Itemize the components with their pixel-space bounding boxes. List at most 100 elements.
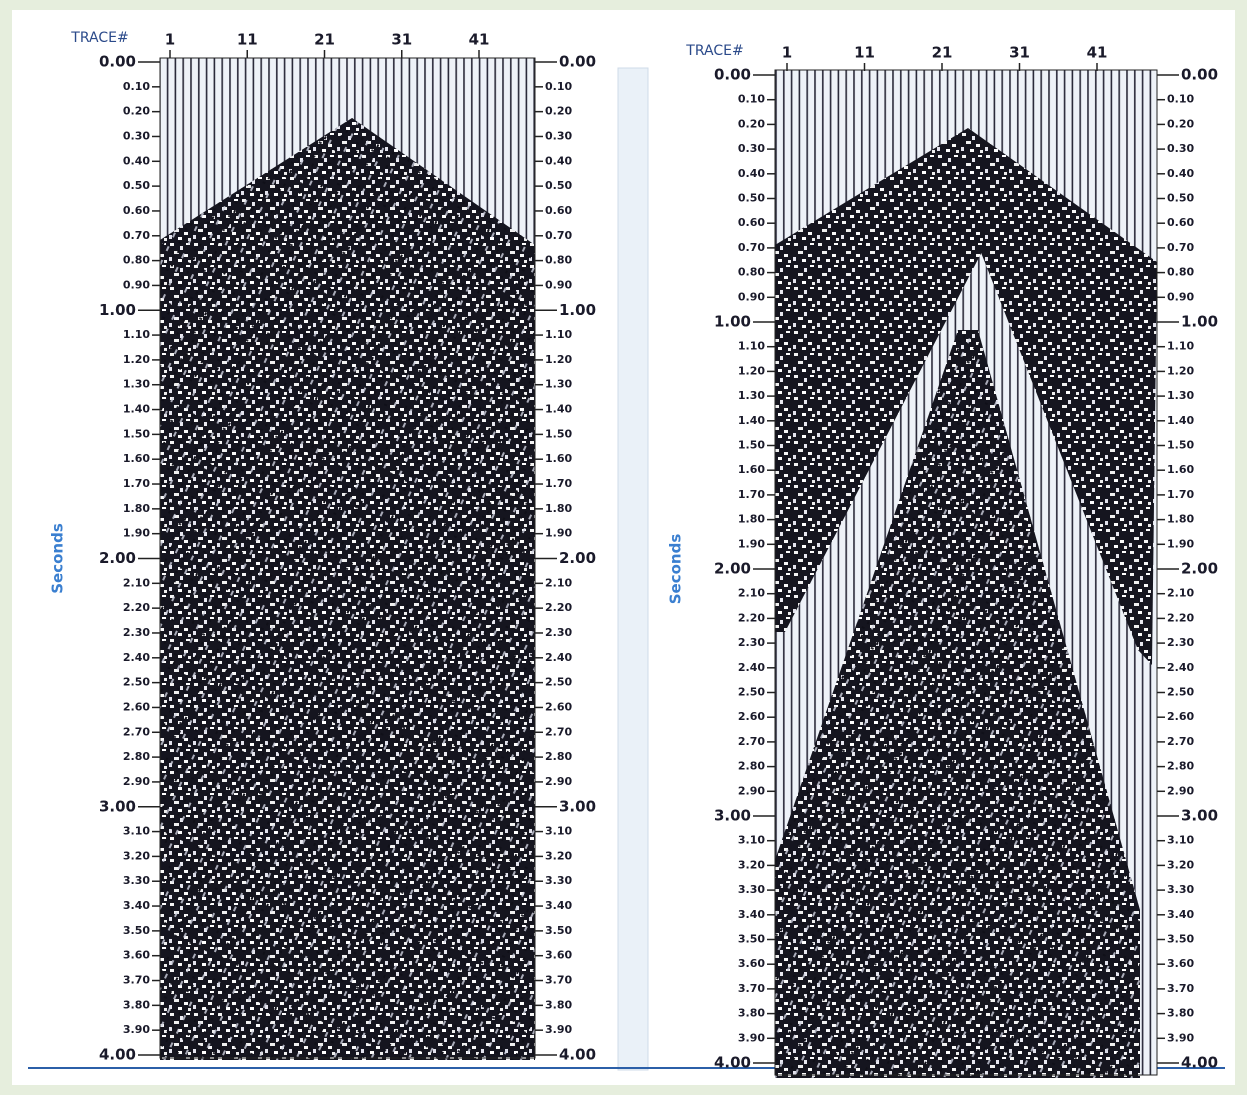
y-tick-label: 0.60 [1167,216,1194,229]
seismic-noise [775,330,1140,1078]
x-tick-label: 11 [854,44,875,62]
y-tick-label: 1.10 [1167,340,1194,353]
y-tick-label: 3.50 [738,933,765,946]
seismic-noise [775,128,988,632]
y-tick-label: 0.70 [738,241,765,254]
y-tick-label: 3.80 [545,998,572,1011]
y-tick-label: 0.90 [545,278,572,291]
y-tick-label: 3.10 [545,825,572,838]
y-tick-label: 1.60 [123,452,150,465]
x-tick-label: 21 [314,31,335,49]
y-tick-label: 4.00 [1181,1054,1218,1072]
x-tick-label: 21 [932,44,953,62]
y-tick-label: 3.50 [1167,933,1194,946]
y-tick-label: 3.60 [1167,957,1194,970]
divider [617,67,649,1071]
y-tick-label: 1.30 [123,378,150,391]
y-tick-label: 1.20 [1167,364,1194,377]
y-tick-label: 1.50 [738,439,765,452]
y-tick-label: 2.00 [559,549,596,567]
y-tick-label: 2.90 [738,784,765,797]
x-tick-label: 11 [237,31,258,49]
y-tick-label: 2.40 [545,651,572,664]
y-tick-label: 2.60 [738,710,765,723]
y-tick-label: 2.90 [545,775,572,788]
y-tick-label: 2.10 [545,576,572,589]
y-tick-label: 1.60 [545,452,572,465]
x-tick-label: 31 [391,31,412,49]
y-tick-label: 4.00 [99,1046,136,1064]
y-tick-label: 1.70 [1167,488,1194,501]
y-tick-label: 0.20 [1167,117,1194,130]
y-axis-label: Seconds [49,523,67,594]
y-tick-label: 2.10 [123,576,150,589]
y-tick-label: 1.40 [1167,414,1194,427]
y-tick-label: 1.90 [123,527,150,540]
y-tick-label: 0.80 [1167,266,1194,279]
y-tick-label: 0.50 [123,179,150,192]
y-tick-label: 1.90 [545,527,572,540]
y-tick-label: 1.00 [559,301,596,319]
y-tick-label: 1.80 [1167,513,1194,526]
y-tick-label: 3.20 [545,849,572,862]
y-tick-label: 2.60 [545,700,572,713]
y-tick-label: 2.80 [123,750,150,763]
y-tick-label: 2.50 [738,686,765,699]
y-tick-label: 0.00 [1181,66,1218,84]
y-tick-label: 1.90 [1167,537,1194,550]
y-tick-label: 2.20 [545,601,572,614]
y-tick-label: 4.00 [559,1046,596,1064]
y-tick-label: 2.60 [123,700,150,713]
y-axis-label: Seconds [667,534,685,605]
y-tick-label: 1.30 [1167,389,1194,402]
y-tick-label: 2.70 [1167,735,1194,748]
y-tick-label: 3.30 [123,874,150,887]
x-axis-label: TRACE# [685,43,743,59]
y-tick-label: 0.50 [1167,192,1194,205]
y-tick-label: 1.60 [1167,463,1194,476]
seismic-noise [160,118,535,1060]
plot-frame [774,69,1158,1076]
panel-2-gather [774,69,1158,1078]
y-tick-label: 0.70 [545,229,572,242]
y-tick-label: 3.50 [545,924,572,937]
y-tick-label: 0.20 [545,105,572,118]
y-tick-label: 3.60 [738,957,765,970]
y-tick-label: 3.80 [1167,1007,1194,1020]
y-tick-label: 0.80 [123,254,150,267]
y-tick-label: 2.40 [1167,661,1194,674]
y-tick-label: 3.00 [99,797,136,815]
y-tick-label: 0.10 [738,93,765,106]
y-tick-label: 0.20 [123,105,150,118]
y-tick-label: 1.70 [545,477,572,490]
y-tick-label: 1.70 [738,488,765,501]
y-tick-label: 3.00 [1181,807,1218,825]
y-tick-label: 1.20 [545,353,572,366]
y-tick-label: 0.70 [123,229,150,242]
y-tick-label: 1.20 [738,364,765,377]
y-tick-label: 2.50 [1167,686,1194,699]
y-tick-label: 0.70 [1167,241,1194,254]
y-tick-label: 3.10 [123,825,150,838]
y-tick-label: 0.30 [123,129,150,142]
x-tick-label: 1 [165,31,175,49]
y-tick-label: 0.10 [545,80,572,93]
y-tick-label: 3.80 [738,1007,765,1020]
y-tick-label: 3.40 [738,908,765,921]
y-tick-label: 2.40 [123,651,150,664]
y-tick-label: 0.40 [545,154,572,167]
y-tick-label: 0.00 [99,53,136,71]
y-tick-label: 3.70 [123,974,150,987]
y-tick-label: 2.30 [545,626,572,639]
y-tick-label: 3.30 [545,874,572,887]
y-tick-label: 3.70 [738,982,765,995]
y-tick-label: 3.40 [545,899,572,912]
y-tick-label: 2.50 [123,676,150,689]
y-tick-label: 3.90 [1167,1031,1194,1044]
y-tick-label: 1.40 [545,403,572,416]
y-tick-label: 0.00 [714,66,751,84]
y-tick-label: 2.80 [545,750,572,763]
y-tick-label: 2.30 [123,626,150,639]
y-tick-label: 3.90 [123,1023,150,1036]
